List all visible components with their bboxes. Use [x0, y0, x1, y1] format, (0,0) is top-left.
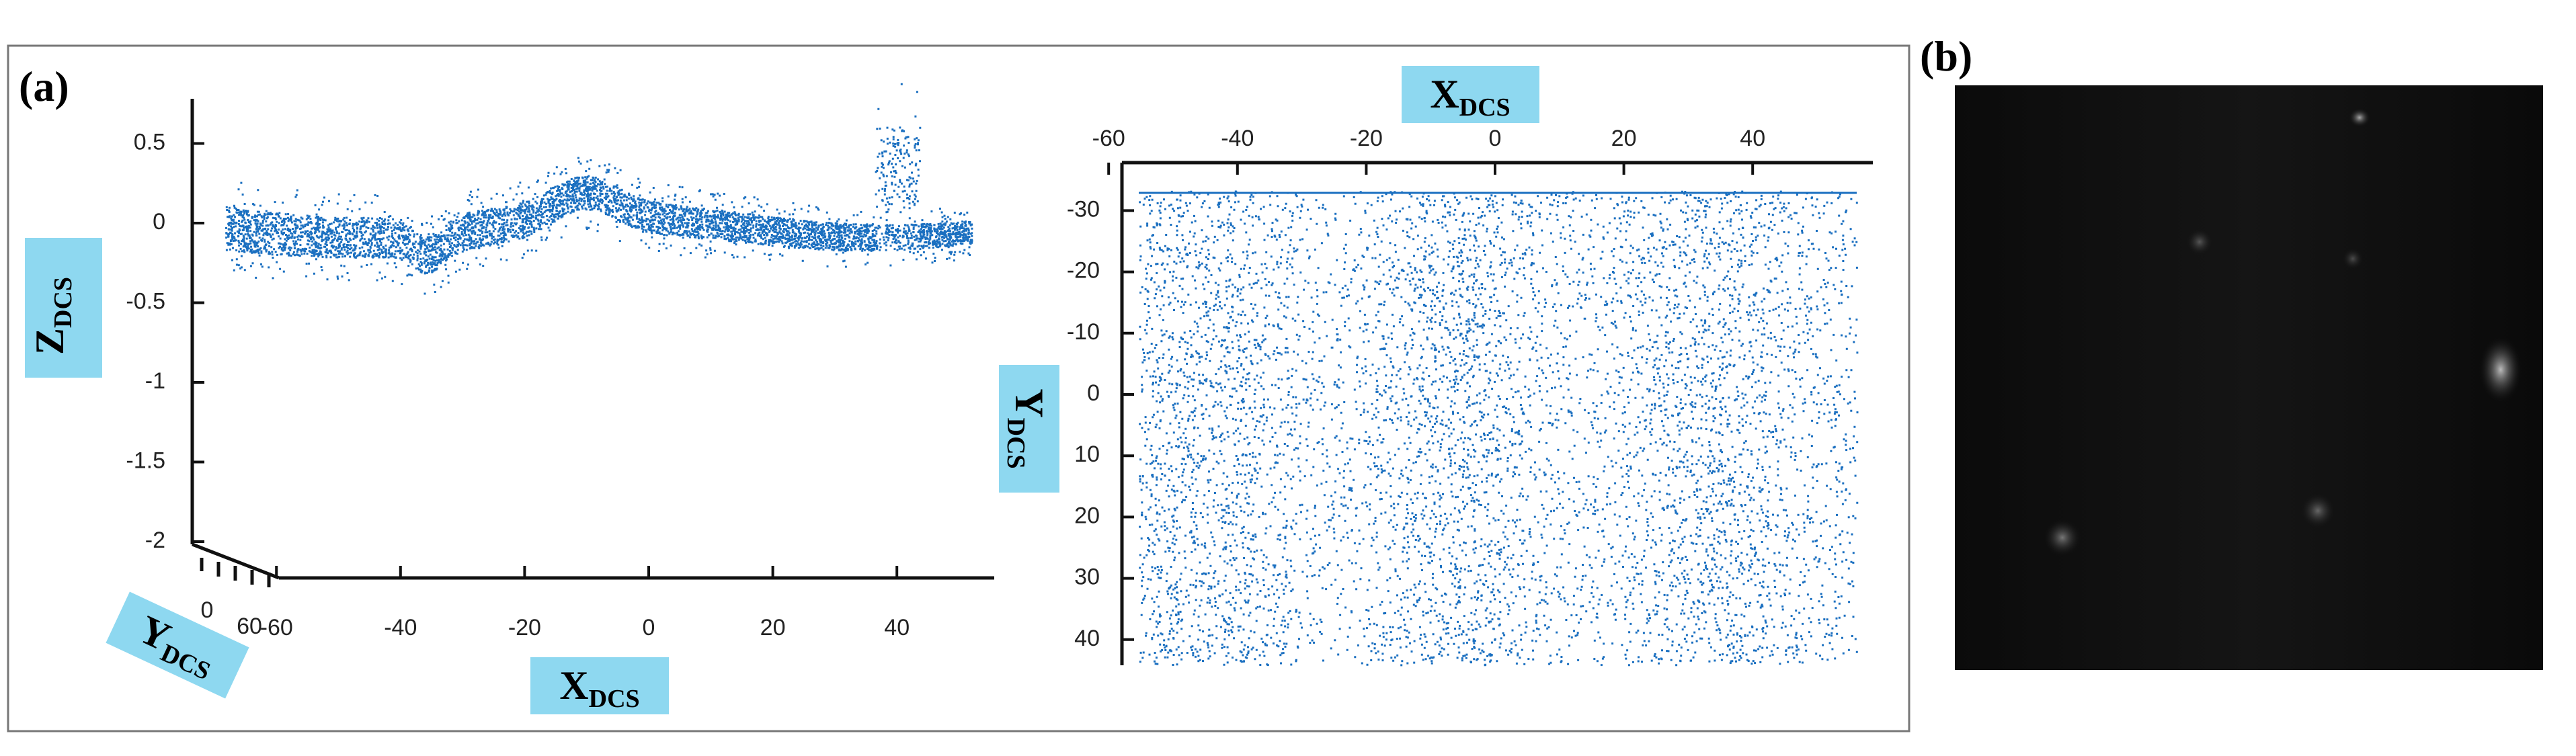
x-tick-label: 20 — [760, 615, 786, 640]
y-tick-label: 60 — [237, 614, 262, 639]
point-cloud-top — [1139, 190, 1859, 667]
y-label-box — [999, 365, 1059, 493]
depth-ticks — [200, 558, 271, 587]
x-tick-label: -60 — [1092, 126, 1125, 151]
x-tick-label: -60 — [260, 615, 293, 640]
camera-image — [1955, 85, 2543, 670]
y-tick-label: 0 — [201, 597, 214, 623]
y-tick-label: -20 — [1067, 258, 1100, 284]
z-tick-label: -1.5 — [126, 448, 165, 473]
x-tick-label: 0 — [643, 615, 655, 640]
panel-label: (a) — [19, 62, 69, 110]
panel-label: (b) — [1920, 32, 1972, 80]
x-axis-label: XDCS — [559, 663, 639, 713]
x-axis-label: XDCS — [1430, 72, 1510, 122]
z-axis-label: ZDCS — [28, 277, 77, 355]
z-tick-label: 0 — [153, 209, 165, 235]
y-tick-label: 0 — [1087, 380, 1100, 406]
x-tick-label: -40 — [384, 615, 417, 640]
panel-frame — [7, 44, 1910, 732]
z-tick-label: -0.5 — [126, 288, 165, 314]
x-tick-label: -20 — [1350, 126, 1383, 151]
y-tick-label: 40 — [1074, 626, 1100, 651]
y-tick-label: -10 — [1067, 319, 1100, 345]
x-tick-label: -40 — [1221, 126, 1254, 151]
point-cloud-side — [225, 83, 973, 295]
y-tick-label: 30 — [1074, 564, 1100, 590]
y-tick-label: 20 — [1074, 503, 1100, 528]
z-tick-label: 0.5 — [134, 129, 165, 155]
x-tick-label: 0 — [1489, 126, 1502, 151]
y-tick-label: 10 — [1074, 442, 1100, 467]
y-tick-label: -30 — [1067, 196, 1100, 222]
z-tick-label: -2 — [145, 528, 165, 553]
x-tick-label: 40 — [1740, 126, 1765, 151]
y-axis-label: YDCS — [1002, 388, 1051, 468]
y-label-box — [106, 591, 249, 699]
x-tick-label: -20 — [508, 615, 541, 640]
y-axis — [192, 542, 280, 580]
x-label-box — [1402, 66, 1539, 123]
x-tick-label: 40 — [884, 615, 910, 640]
z-label-box — [25, 238, 102, 378]
x-tick-label: 20 — [1611, 126, 1637, 151]
x-label-box — [530, 657, 669, 714]
z-tick-label: -1 — [145, 368, 165, 394]
